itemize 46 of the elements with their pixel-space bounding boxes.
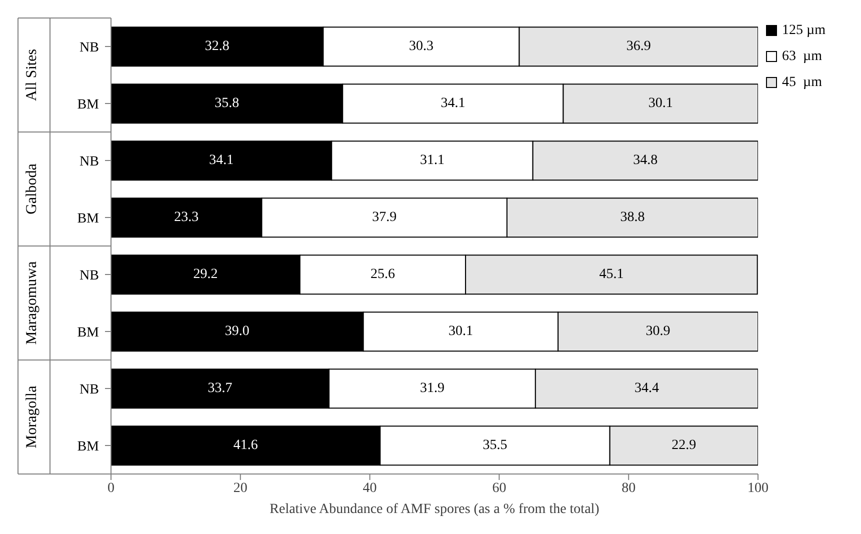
data-label: 38.8 xyxy=(620,210,645,226)
data-label: 30.3 xyxy=(408,39,434,54)
data-label: 35.8 xyxy=(214,96,240,112)
text: Galboda xyxy=(24,163,40,214)
x-tick-label: 20 xyxy=(233,480,248,496)
y-tick-label: NB xyxy=(80,382,99,398)
data-label: 31.9 xyxy=(420,381,444,396)
data-label: 32.8 xyxy=(204,39,230,54)
data-label: 34.4 xyxy=(634,381,659,396)
y-tick-label: BM xyxy=(77,439,100,454)
legend-label: 45 µm xyxy=(782,74,822,92)
y-tick-label: BM xyxy=(77,97,100,112)
data-label: 23.3 xyxy=(174,210,199,226)
y-tick-label: NB xyxy=(80,268,99,284)
x-tick-label: 100 xyxy=(748,480,768,496)
data-label: 30.1 xyxy=(448,324,473,340)
data-label: 33.7 xyxy=(208,381,232,396)
data-label: 34.1 xyxy=(209,153,234,168)
data-label: 45.1 xyxy=(599,267,624,282)
data-label: 36.9 xyxy=(626,39,651,54)
data-label: 41.6 xyxy=(233,438,258,454)
data-label: 35.5 xyxy=(482,438,508,454)
x-tick-label: 40 xyxy=(362,480,377,496)
x-tick-label: 80 xyxy=(622,480,636,496)
data-label: 30.9 xyxy=(646,324,670,340)
y-tick-label: BM xyxy=(77,325,100,340)
data-label: 29.2 xyxy=(193,267,218,282)
data-label: 34.1 xyxy=(440,96,466,112)
x-tick-label: 60 xyxy=(492,480,506,496)
x-axis-title: Relative Abundance of AMF spores (as a % from the total) xyxy=(268,502,600,518)
data-label: 30.1 xyxy=(648,96,673,112)
data-label: 25.6 xyxy=(370,267,395,282)
y-tick-label: NB xyxy=(80,154,99,170)
legend-label: 125 µm xyxy=(782,22,826,40)
data-label: 31.1 xyxy=(420,153,444,168)
x-tick-label: 0 xyxy=(108,480,114,496)
text: Maragomuwa xyxy=(24,261,40,345)
text: All Sites xyxy=(24,48,40,102)
text: Moragolla xyxy=(24,385,40,448)
legend-label: 63 µm xyxy=(782,48,822,66)
data-label: 39.0 xyxy=(224,324,250,340)
data-label: 34.8 xyxy=(633,153,658,168)
data-label: 22.9 xyxy=(672,438,696,454)
data-label: 37.9 xyxy=(372,210,397,226)
y-tick-label: NB xyxy=(80,40,99,56)
y-tick-label: BM xyxy=(77,211,100,226)
